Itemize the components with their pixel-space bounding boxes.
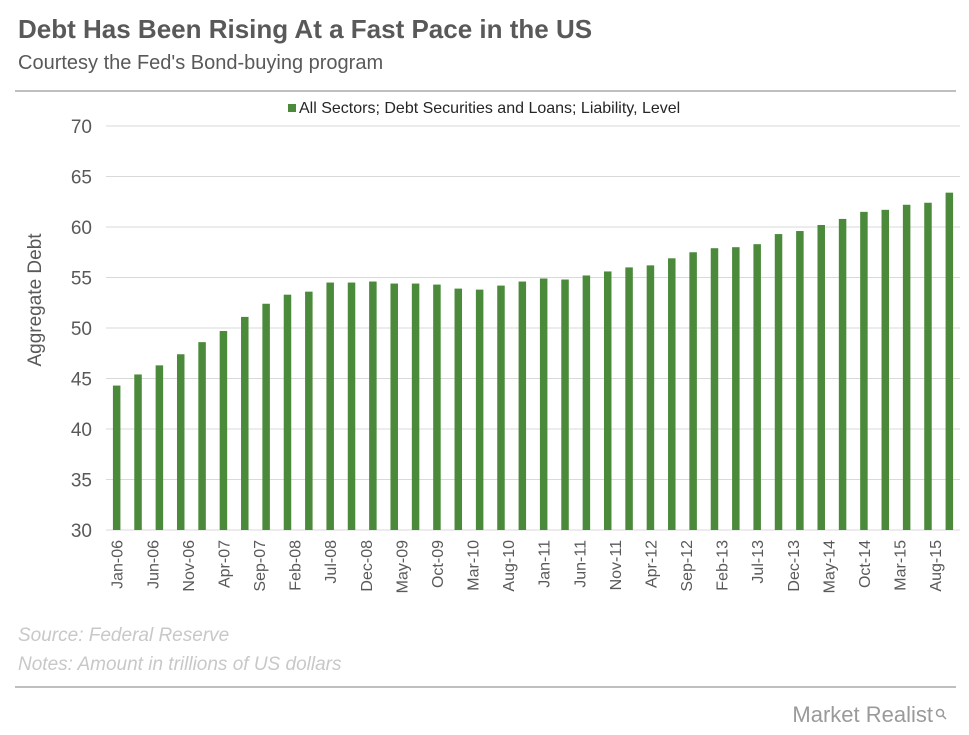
x-tick-label: Jun-11 xyxy=(572,540,589,588)
bar-apr-15 xyxy=(902,204,911,530)
chart-subtitle: Courtesy the Fed's Bond-buying program xyxy=(18,52,384,74)
bar-oct-08 xyxy=(347,282,356,530)
x-tick-label: Jun-06 xyxy=(145,540,162,589)
x-tick-label: Jul-13 xyxy=(750,540,767,584)
legend-label: All Sectors; Debt Securities and Loans; … xyxy=(299,100,680,117)
bar-apr-10 xyxy=(475,289,484,530)
y-tick-label: 55 xyxy=(71,269,92,290)
x-tick-label: Apr-12 xyxy=(643,540,660,588)
bar-jul-11 xyxy=(582,275,591,530)
bar-apr-08 xyxy=(305,291,313,530)
bar-jul-13 xyxy=(753,244,761,531)
y-tick-label: 70 xyxy=(71,117,92,138)
x-tick-label: Feb-13 xyxy=(715,540,732,591)
bar-oct-12 xyxy=(689,252,697,530)
x-tick-label: Mar-15 xyxy=(893,540,910,591)
y-axis-tick-labels: 30 35 40 45 50 55 60 65 70 xyxy=(71,117,92,542)
x-tick-label: Apr-07 xyxy=(216,540,233,588)
x-axis-tick-labels: Jan-06 Jun-06 Nov-06 Apr-07 Sep-07 Feb-08 Jul-… xyxy=(110,540,945,593)
bar-jul-14 xyxy=(838,218,847,531)
x-tick-label: Jan-11 xyxy=(537,540,554,588)
x-tick-label: Dec-13 xyxy=(786,540,803,592)
x-tick-label: May-14 xyxy=(821,540,838,593)
bar-oct-14 xyxy=(860,211,868,530)
bars xyxy=(112,192,954,531)
top-divider xyxy=(15,90,956,92)
bar-jan-12 xyxy=(625,267,633,530)
chart-legend: All Sectors; Debt Securities and Loans; … xyxy=(288,100,680,117)
units-note: Notes: Amount in trillions of US dollars xyxy=(18,654,342,675)
x-tick-label: Oct-09 xyxy=(430,540,447,588)
y-tick-label: 35 xyxy=(71,471,92,492)
x-tick-label: Dec-08 xyxy=(359,540,376,592)
bar-jan-09 xyxy=(369,281,377,530)
bar-oct-13 xyxy=(774,234,783,530)
x-tick-label: Sep-07 xyxy=(252,540,269,592)
x-tick-label: Jan-06 xyxy=(110,540,127,589)
bar-jul-06 xyxy=(155,365,164,530)
brand-name: Market Realist xyxy=(792,702,933,727)
x-tick-label: Jul-08 xyxy=(323,540,340,584)
brand-logo: Market Realist xyxy=(792,702,947,728)
bar-jan-07 xyxy=(198,342,206,530)
x-tick-label: Aug-15 xyxy=(928,540,945,592)
bar-apr-06 xyxy=(134,374,142,530)
y-tick-label: 65 xyxy=(71,168,92,189)
bar-oct-10 xyxy=(518,281,527,530)
x-tick-label: Oct-14 xyxy=(857,540,874,588)
bar-oct-07 xyxy=(262,303,270,530)
magnifier-icon xyxy=(935,700,947,720)
x-tick-label: Nov-06 xyxy=(181,540,198,592)
gridlines xyxy=(106,125,960,531)
bar-apr-09 xyxy=(390,283,398,530)
y-axis-label: Aggregate Debt xyxy=(25,233,46,367)
bar-chart: All Sectors; Debt Securities and Loans; … xyxy=(25,100,960,593)
bar-jan-10 xyxy=(454,288,463,530)
bar-oct-11 xyxy=(603,271,612,530)
x-tick-label: Aug-10 xyxy=(501,540,518,592)
x-tick-label: Nov-11 xyxy=(608,540,625,590)
bar-jul-12 xyxy=(668,258,676,530)
bar-oct-15 xyxy=(945,192,954,530)
bar-jul-15 xyxy=(924,202,932,530)
bar-apr-13 xyxy=(732,247,740,530)
bar-jan-13 xyxy=(710,248,719,530)
bar-jan-15 xyxy=(881,209,890,530)
y-tick-label: 40 xyxy=(71,420,92,441)
bar-jul-07 xyxy=(241,316,249,530)
chart-title: Debt Has Been Rising At a Fast Pace in t… xyxy=(18,14,593,44)
bar-oct-06 xyxy=(176,354,185,530)
bar-jul-09 xyxy=(411,283,420,530)
bottom-divider xyxy=(15,686,956,688)
x-tick-label: Feb-08 xyxy=(288,540,305,591)
bar-apr-12 xyxy=(646,265,655,530)
x-tick-label: Mar-10 xyxy=(466,540,483,591)
legend-swatch xyxy=(288,104,296,112)
x-tick-label: May-09 xyxy=(394,540,411,593)
source-note: Source: Federal Reserve xyxy=(18,625,230,646)
bar-jan-08 xyxy=(283,294,292,530)
x-tick-label: Sep-12 xyxy=(679,540,696,592)
bar-jan-11 xyxy=(539,278,548,530)
bar-oct-09 xyxy=(433,284,441,530)
bar-jan-06 xyxy=(112,385,121,530)
y-tick-label: 30 xyxy=(71,521,92,542)
bar-jul-08 xyxy=(326,282,334,530)
bar-apr-11 xyxy=(561,279,569,530)
bar-apr-14 xyxy=(817,224,825,531)
y-tick-label: 45 xyxy=(71,370,92,391)
bar-apr-07 xyxy=(219,331,228,530)
bar-jul-10 xyxy=(497,285,505,530)
y-tick-label: 60 xyxy=(71,218,92,239)
bar-jan-14 xyxy=(796,231,804,531)
y-tick-label: 50 xyxy=(71,319,92,340)
